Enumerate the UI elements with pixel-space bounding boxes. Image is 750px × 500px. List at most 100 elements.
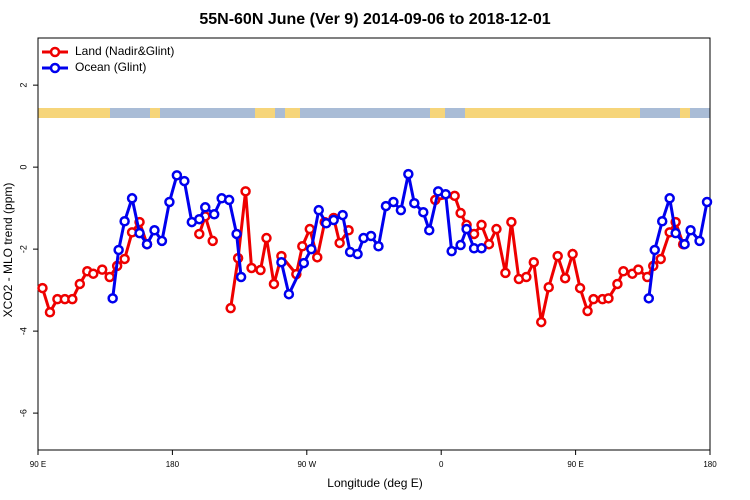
data-point xyxy=(207,235,218,247)
data-point xyxy=(171,170,183,181)
data-point xyxy=(208,209,220,220)
data-point xyxy=(552,250,563,262)
data-point xyxy=(424,225,435,236)
data-point xyxy=(235,271,247,283)
data-point xyxy=(119,215,130,227)
y-tick-label: 0 xyxy=(18,165,28,170)
data-point xyxy=(446,245,457,257)
data-point xyxy=(612,278,623,290)
data-point xyxy=(246,262,257,274)
data-point xyxy=(337,209,348,221)
data-point xyxy=(119,253,130,265)
data-point xyxy=(96,264,108,275)
data-point xyxy=(603,293,614,304)
data-point xyxy=(179,175,190,187)
data-point xyxy=(655,253,666,265)
data-point xyxy=(476,219,487,231)
data-point xyxy=(440,188,451,200)
data-point xyxy=(679,238,690,250)
data-point xyxy=(156,235,168,247)
data-point xyxy=(304,223,316,235)
data-point xyxy=(685,225,696,236)
data-point xyxy=(618,266,629,277)
data-point xyxy=(574,282,586,294)
chart-title: 55N-60N June (Ver 9) 2014-09-06 to 2018-… xyxy=(199,11,550,28)
data-point xyxy=(74,278,86,290)
data-point xyxy=(126,193,138,204)
x-tick-label: 90 E xyxy=(30,460,46,469)
data-point xyxy=(134,227,145,239)
data-point xyxy=(37,282,48,294)
data-point xyxy=(506,216,517,228)
data-point xyxy=(582,305,593,317)
data-point xyxy=(521,271,532,283)
data-point xyxy=(388,196,399,208)
data-point xyxy=(528,256,540,268)
data-point xyxy=(312,252,323,263)
data-point xyxy=(306,243,317,255)
data-point xyxy=(664,193,675,204)
data-point xyxy=(409,197,420,209)
y-tick-label: 2 xyxy=(18,83,28,88)
data-point xyxy=(449,190,460,202)
data-point xyxy=(194,228,205,240)
data-point xyxy=(223,194,235,206)
data-point xyxy=(380,200,392,212)
data-point xyxy=(365,230,377,242)
data-point xyxy=(276,256,287,268)
data-point xyxy=(403,168,414,180)
data-point xyxy=(298,257,310,269)
data-point xyxy=(200,202,211,213)
data-point xyxy=(113,244,124,256)
x-tick-label: 180 xyxy=(166,460,180,469)
data-point xyxy=(67,293,78,305)
data-point xyxy=(694,235,705,247)
y-tick-label: -2 xyxy=(18,245,28,253)
data-point xyxy=(461,223,472,235)
data-point xyxy=(543,281,554,293)
plot-frame xyxy=(37,37,711,451)
legend-marker xyxy=(49,62,61,74)
x-axis-label: Longitude (deg E) xyxy=(327,476,422,490)
data-point xyxy=(559,272,571,284)
legend-label: Ocean (Glint) xyxy=(75,60,146,74)
data-point xyxy=(231,228,242,240)
data-point xyxy=(395,204,407,216)
data-point xyxy=(313,204,324,216)
data-point xyxy=(455,239,466,251)
data-point xyxy=(701,196,713,208)
data-point xyxy=(633,264,644,275)
legend-label: Land (Nadir&Glint) xyxy=(75,44,174,58)
data-point xyxy=(643,293,655,304)
data-point xyxy=(418,206,429,218)
data-point xyxy=(240,186,251,197)
x-tick-label: 180 xyxy=(703,460,717,469)
data-point xyxy=(104,271,115,283)
data-point xyxy=(141,238,153,250)
data-point xyxy=(656,215,668,227)
data-point xyxy=(649,244,660,256)
data-point xyxy=(225,302,236,314)
land-ocean-stripe xyxy=(38,108,710,118)
x-tick-label: 90 E xyxy=(567,460,583,469)
data-point xyxy=(536,316,547,328)
data-point xyxy=(483,238,495,250)
x-tick-label: 90 W xyxy=(297,460,316,469)
series-line xyxy=(41,191,685,323)
data-point xyxy=(670,227,681,239)
data-point xyxy=(107,293,118,304)
data-point xyxy=(283,288,295,300)
x-tick-label: 0 xyxy=(439,460,444,469)
data-point xyxy=(44,307,56,318)
data-point xyxy=(261,232,272,244)
data-point xyxy=(88,268,99,279)
data-point xyxy=(164,196,175,208)
data-point xyxy=(297,241,308,252)
data-point xyxy=(334,237,345,249)
data-point xyxy=(352,248,363,260)
data-point xyxy=(373,241,384,252)
data-point xyxy=(194,213,205,225)
data-point xyxy=(255,264,266,276)
y-axis-label: XCO2 - MLO trend (ppm) xyxy=(1,183,15,318)
